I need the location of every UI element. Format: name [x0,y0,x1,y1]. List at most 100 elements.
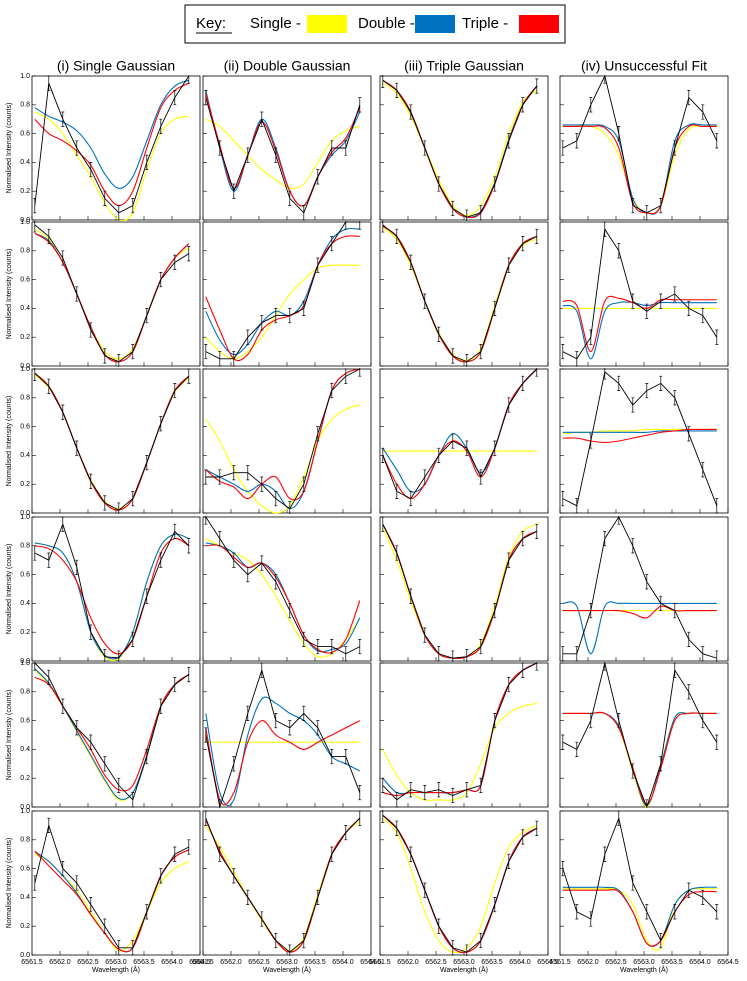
error-bar-line [187,246,191,262]
error-bar-line [274,491,278,507]
x-tick-label: 6561.5 [549,959,571,966]
error-bar-line [479,777,483,793]
error-bar [302,300,306,316]
error-bar [173,90,177,106]
error-bar-line [507,853,511,869]
fit-curve [382,79,538,219]
error-bar [521,829,525,845]
error-bar [479,933,483,949]
error-bar-line [89,473,93,489]
error-bar [145,308,149,324]
error-bar [575,904,579,920]
error-bar [521,662,525,678]
error-bar [260,476,264,492]
x-axis-label: Wavelength (Å) [263,965,311,974]
error-bar-line [187,538,191,554]
error-bar-line [479,639,483,655]
error-bar-line [479,344,483,360]
error-bar [232,465,236,481]
error-bar [89,473,93,489]
error-bar-line [715,329,719,345]
error-bar-line [465,440,469,456]
y-tick-label: 0.0 [20,804,30,811]
error-bar [701,713,705,729]
error-bar-line [187,75,191,84]
y-tick-label: 1.0 [20,514,30,521]
error-bar [61,111,65,127]
error-bar [344,368,348,384]
error-bar [274,933,278,949]
x-tick-label: 6563.5 [481,959,503,966]
error-bar-line [645,574,649,590]
error-bar [381,75,385,88]
x-axis-label: Wavelength (Å) [92,965,140,974]
fit-curve [205,118,360,190]
x-tick-label: 6564.5 [537,959,559,966]
error-bar-line [316,720,320,736]
error-bar-line [465,944,469,956]
error-bar-line [659,198,663,214]
fit-curve [34,372,190,511]
error-bar-line [715,734,719,750]
observed-line [382,524,538,659]
observed-line [205,221,360,360]
fit-curve [205,544,361,654]
x-axis-label: Wavelength (Å) [440,965,488,974]
error-bar [288,603,292,619]
error-bar [358,639,362,655]
error-bar-line [89,734,93,750]
error-bar-line [631,538,635,554]
error-bar-line [260,555,264,571]
error-bar-line [561,861,565,877]
panel [379,75,549,221]
error-bar [423,469,427,485]
error-bar-line [687,426,691,442]
error-bar [187,246,191,262]
error-bar [187,368,191,384]
error-bar-line [246,465,250,481]
error-bar-line [673,140,677,156]
error-bar-line [218,351,222,367]
error-bar [75,875,79,891]
error-bar [645,205,649,221]
error-bar-line [575,741,579,757]
error-bar-line [603,75,607,84]
error-bar [358,221,362,230]
fit-curve [562,605,717,619]
error-bar [33,221,37,233]
error-bar-line [330,639,334,655]
legend-box [184,4,566,44]
error-bar [246,329,250,345]
error-bar-line [687,684,691,700]
observed-line [205,516,361,655]
error-bar [358,368,362,377]
error-bar-line [260,111,264,127]
error-bar-line [232,351,236,367]
error-bar [316,889,320,905]
y-tick-label: 0.8 [20,543,30,550]
error-bar [575,133,579,149]
error-bar-line [218,846,222,862]
error-bar-line [701,713,705,729]
error-bar-line [89,322,93,338]
y-tick-label: 0.4 [20,452,30,459]
error-bar-line [381,516,385,532]
error-bar [232,552,236,568]
fit-curve [382,814,538,954]
fit-curve [382,225,538,363]
y-tick-label: 0.0 [20,217,30,224]
error-bar-line [316,169,320,185]
legend-swatch [519,15,559,33]
error-bar [33,545,37,561]
error-bar-line [659,933,663,949]
error-bar [232,868,236,884]
error-bar [47,378,51,394]
error-bar-line [159,272,163,288]
error-bar [715,329,719,345]
error-bar-line [381,221,385,233]
x-tick-label: 6564.0 [689,959,711,966]
y-axis-label: Normalised Intensity (counts) [6,838,13,929]
error-bar [246,465,250,481]
error-bar-line [437,176,441,192]
error-bar [659,756,663,772]
